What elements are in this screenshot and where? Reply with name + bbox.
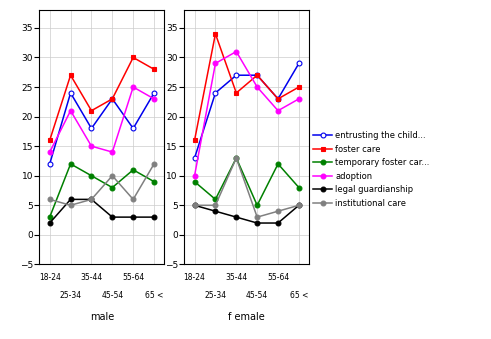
Text: 55-64: 55-64 bbox=[267, 273, 289, 282]
Text: 65 <: 65 < bbox=[290, 291, 308, 300]
Text: male: male bbox=[90, 312, 114, 322]
Text: 55-64: 55-64 bbox=[122, 273, 144, 282]
Text: 35-44: 35-44 bbox=[225, 273, 247, 282]
Text: 65 <: 65 < bbox=[145, 291, 163, 300]
Text: 35-44: 35-44 bbox=[81, 273, 103, 282]
Text: 45-54: 45-54 bbox=[246, 291, 268, 300]
Text: 25-34: 25-34 bbox=[204, 291, 226, 300]
Text: 45-54: 45-54 bbox=[101, 291, 123, 300]
Legend: entrusting the child..., foster care, temporary foster car..., adoption, legal g: entrusting the child..., foster care, te… bbox=[313, 131, 430, 208]
Text: 18-24: 18-24 bbox=[39, 273, 61, 282]
Text: 25-34: 25-34 bbox=[59, 291, 82, 300]
Text: f emale: f emale bbox=[228, 312, 265, 322]
Text: 18-24: 18-24 bbox=[184, 273, 206, 282]
